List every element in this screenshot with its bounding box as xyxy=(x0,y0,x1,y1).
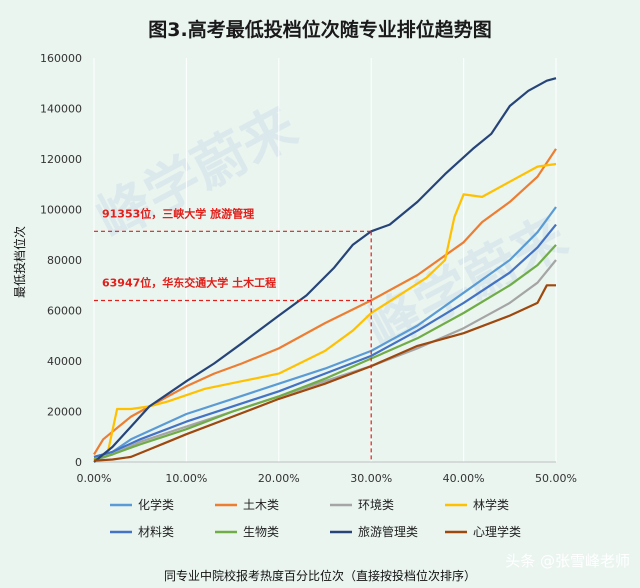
watermark-layer: 峰学蔚来 峰学蔚来 xyxy=(87,94,577,361)
legend-label: 材料类 xyxy=(138,525,174,539)
y-tick-label: 160000 xyxy=(40,52,82,65)
x-axis-label: 同专业中院校报考热度百分比位次（直接按投档位次排序） xyxy=(164,568,476,583)
chart-title: 图3.高考最低投档位次随专业排位趋势图 xyxy=(148,18,491,41)
y-tick-label: 140000 xyxy=(40,103,82,116)
annotation-label: 91353位，三峡大学 旅游管理 xyxy=(102,206,254,220)
series-line xyxy=(93,148,557,455)
legend-label: 环境类 xyxy=(358,497,394,512)
series-line xyxy=(93,259,557,462)
x-tick-label: 40.00% xyxy=(443,472,485,485)
legend-label: 心理学类 xyxy=(473,524,521,539)
y-tick-label: 40000 xyxy=(47,355,82,368)
watermark-credit: 头条 @张雪峰老师 xyxy=(505,552,630,570)
annotation-label: 63947位，华东交通大学 土木工程 xyxy=(102,276,276,290)
legend-label: 土木类 xyxy=(243,498,279,512)
y-tick-label: 60000 xyxy=(47,305,82,318)
y-tick-labels: 0 20000 40000 60000 80000 100000 120000 140000 1… xyxy=(40,52,82,469)
y-tick-label: 100000 xyxy=(40,204,82,217)
watermark-main-secondary: 峰学蔚来 xyxy=(357,204,577,361)
legend-label: 旅游管理类 xyxy=(358,524,418,539)
y-axis-label: 最低投档位次 xyxy=(12,226,27,298)
x-tick-labels: 0.00% 10.00% 20.00% 30.00% 40.00% 50.00% xyxy=(77,472,577,485)
x-tick-label: 20.00% xyxy=(258,472,300,485)
legend-label: 生物类 xyxy=(243,525,279,539)
series-line xyxy=(93,223,557,458)
x-tick-label: 0.00% xyxy=(77,472,112,485)
x-tick-label: 50.00% xyxy=(535,472,577,485)
series-line xyxy=(93,162,557,461)
y-tick-label: 80000 xyxy=(47,254,82,267)
y-tick-label: 0 xyxy=(75,456,82,469)
legend-label: 林学类 xyxy=(473,497,509,512)
series-layer xyxy=(93,77,557,463)
series-line xyxy=(93,206,557,458)
x-tick-label: 10.00% xyxy=(165,472,207,485)
legend-label: 化学类 xyxy=(138,497,174,512)
annotation-layer: 91353位，三峡大学 旅游管理 63947位，华东交通大学 土木工程 xyxy=(94,206,372,462)
watermark-main: 峰学蔚来 xyxy=(87,94,307,251)
series-line xyxy=(93,244,557,461)
series-line xyxy=(93,284,556,462)
y-tick-label: 20000 xyxy=(47,406,82,419)
y-tick-label: 120000 xyxy=(40,153,82,166)
series-line xyxy=(93,77,557,463)
x-tick-label: 30.00% xyxy=(350,472,392,485)
